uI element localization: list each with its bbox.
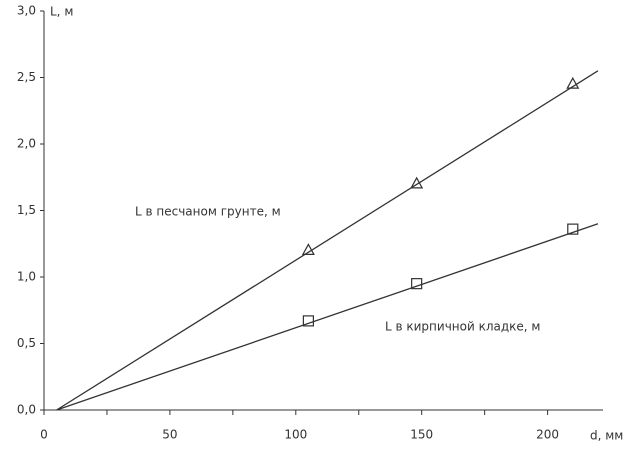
- y-tick-label: 2,5: [17, 70, 36, 84]
- x-axis-label: d, мм: [590, 429, 623, 443]
- x-tick-label: 0: [40, 428, 48, 442]
- x-tick-label: 150: [410, 428, 433, 442]
- x-tick-label: 200: [536, 428, 559, 442]
- triangle-marker: [301, 243, 315, 255]
- series-label: L в песчаном грунте, м: [135, 205, 281, 219]
- x-tick-label: 50: [162, 428, 177, 442]
- series-label: L в кирпичной кладке, м: [385, 320, 540, 334]
- y-tick-label: 2,0: [17, 137, 36, 151]
- y-tick-label: 0,5: [17, 336, 36, 350]
- trend-line: [56, 223, 599, 411]
- x-tick-label: 100: [284, 428, 307, 442]
- square-marker: [411, 278, 423, 290]
- y-tick-label: 1,0: [17, 270, 36, 284]
- triangle-marker: [566, 76, 580, 89]
- y-tick-label: 0,0: [17, 403, 36, 417]
- y-tick-label: 1,5: [17, 203, 36, 217]
- square-marker: [302, 315, 314, 327]
- y-tick-label: 3,0: [17, 4, 36, 18]
- y-axis-label: L, м: [50, 5, 73, 19]
- square-marker: [567, 223, 579, 235]
- trend-line: [56, 70, 599, 411]
- triangle-marker: [410, 176, 424, 189]
